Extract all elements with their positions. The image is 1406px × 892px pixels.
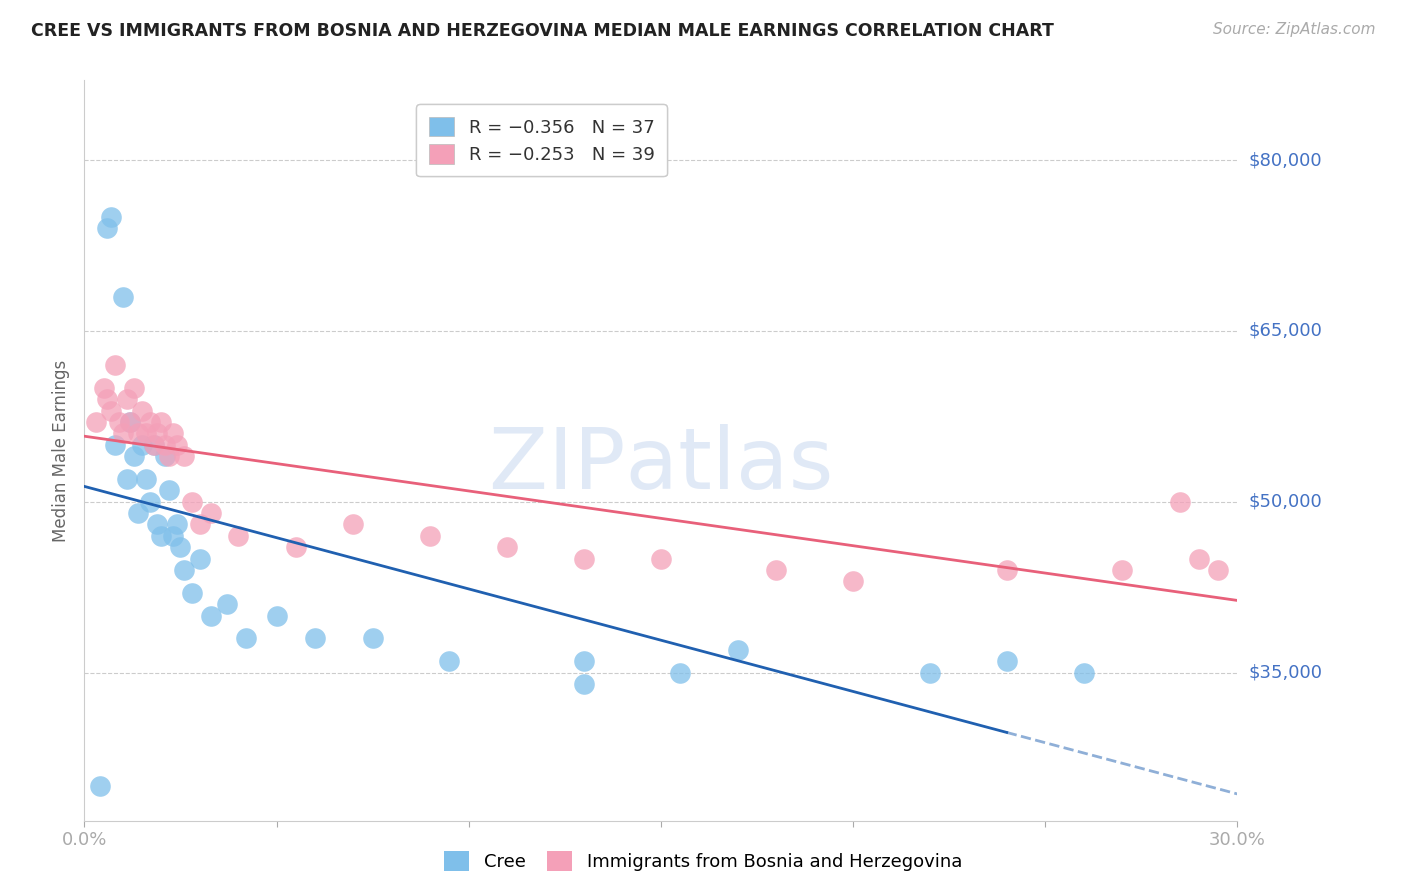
Point (120, 415, 142, 429)
Point (138, 494, 160, 508)
Point (1206, 563, 1229, 577)
Point (127, 506, 149, 520)
Point (111, 290, 134, 304)
Point (304, 632, 326, 646)
Point (842, 574, 865, 589)
Point (93, 381, 115, 395)
Point (100, 210, 122, 224)
Point (727, 642, 749, 657)
Legend: R = −0.356   N = 37, R = −0.253   N = 39: R = −0.356 N = 37, R = −0.253 N = 39 (416, 104, 666, 177)
Point (146, 517, 169, 532)
Point (188, 517, 211, 532)
Point (572, 677, 595, 691)
Point (89, 780, 111, 794)
Point (166, 438, 188, 452)
Point (166, 517, 188, 532)
Text: $80,000: $80,000 (1249, 151, 1322, 169)
Point (162, 426, 184, 441)
Point (150, 529, 173, 543)
Point (162, 529, 184, 543)
Point (669, 665, 692, 680)
Point (127, 426, 149, 441)
Point (342, 517, 364, 532)
Point (84, 415, 107, 429)
Point (150, 415, 173, 429)
Point (181, 494, 204, 508)
Point (135, 426, 157, 441)
Point (104, 438, 127, 452)
Point (173, 563, 195, 577)
Point (142, 438, 165, 452)
Text: $35,000: $35,000 (1249, 664, 1323, 681)
Point (1073, 665, 1095, 680)
Point (226, 529, 249, 543)
Text: $65,000: $65,000 (1249, 322, 1322, 340)
Point (995, 654, 1018, 668)
Point (200, 506, 222, 520)
Point (115, 472, 138, 486)
Point (235, 632, 257, 646)
Point (138, 415, 160, 429)
Point (918, 665, 941, 680)
Y-axis label: Median Male Earnings: Median Male Earnings (52, 359, 70, 541)
Point (120, 415, 142, 429)
Point (572, 654, 595, 668)
Point (439, 654, 461, 668)
Point (135, 472, 157, 486)
Point (142, 438, 165, 452)
Point (572, 551, 595, 566)
Point (995, 563, 1018, 577)
Point (131, 438, 153, 452)
Point (266, 608, 288, 623)
Point (1188, 551, 1211, 566)
Point (215, 597, 238, 611)
Text: CREE VS IMMIGRANTS FROM BOSNIA AND HERZEGOVINA MEDIAN MALE EARNINGS CORRELATION : CREE VS IMMIGRANTS FROM BOSNIA AND HERZE… (31, 22, 1054, 40)
Point (200, 608, 222, 623)
Point (124, 381, 146, 395)
Point (153, 438, 176, 452)
Point (108, 415, 131, 429)
Legend: Cree, Immigrants from Bosnia and Herzegovina: Cree, Immigrants from Bosnia and Herzego… (437, 844, 969, 879)
Point (650, 551, 672, 566)
Point (115, 392, 138, 407)
Point (1111, 563, 1133, 577)
Text: ZIP​atlas: ZIP​atlas (488, 424, 834, 507)
Point (1168, 494, 1191, 508)
Point (496, 541, 519, 555)
Point (96, 221, 118, 235)
Point (157, 483, 180, 498)
Point (419, 529, 441, 543)
Point (153, 449, 176, 463)
Point (361, 632, 384, 646)
Text: Source: ZipAtlas.com: Source: ZipAtlas.com (1212, 22, 1375, 37)
Point (181, 586, 204, 600)
Point (96, 392, 118, 407)
Point (157, 449, 180, 463)
Point (765, 563, 787, 577)
Point (131, 403, 153, 417)
Point (173, 449, 195, 463)
Point (111, 426, 134, 441)
Point (104, 358, 127, 372)
Point (100, 403, 122, 417)
Point (284, 541, 307, 555)
Point (124, 449, 146, 463)
Point (188, 551, 211, 566)
Text: $50,000: $50,000 (1249, 492, 1322, 511)
Point (146, 426, 169, 441)
Point (169, 541, 191, 555)
